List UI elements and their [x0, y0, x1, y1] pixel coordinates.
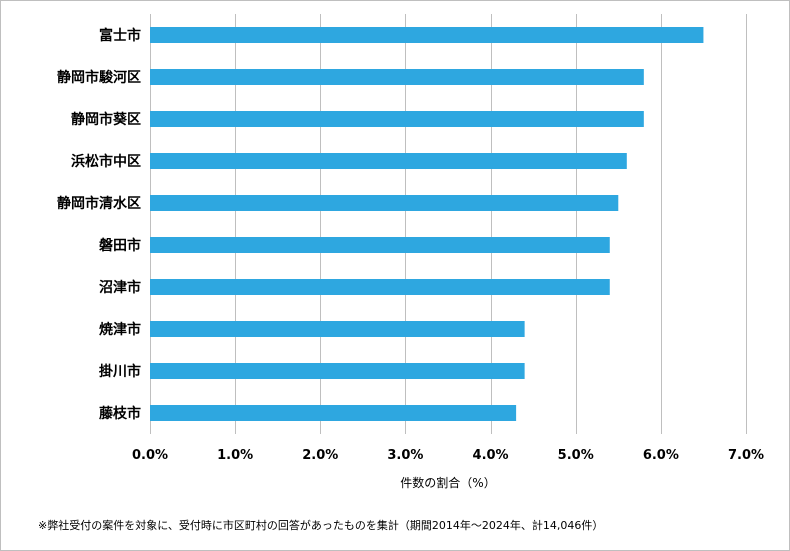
x-axis-title: 件数の割合（%）	[400, 475, 495, 490]
category-label-1: 静岡市駿河区	[57, 69, 141, 86]
bar-6	[150, 279, 610, 295]
x-tick-label-5: 5.0%	[558, 448, 594, 463]
x-tick-label-1: 1.0%	[217, 448, 253, 463]
category-label-3: 浜松市中区	[71, 153, 141, 170]
footnote: ※弊社受付の案件を対象に、受付時に市区町村の回答があったものを集計（期間2014…	[38, 519, 604, 532]
category-label-6: 沼津市	[99, 279, 141, 296]
category-label-2: 静岡市葵区	[71, 111, 141, 128]
bar-8	[150, 363, 525, 379]
bar-2	[150, 111, 644, 127]
category-label-8: 掛川市	[99, 363, 141, 380]
x-tick-label-4: 4.0%	[473, 448, 509, 463]
x-tick-labels: 0.0% 1.0% 2.0% 3.0% 4.0% 5.0% 6.0% 7.0%	[132, 448, 764, 463]
category-label-4: 静岡市清水区	[57, 195, 141, 212]
x-tick-label-2: 2.0%	[302, 448, 338, 463]
bar-0	[150, 27, 704, 43]
category-label-0: 富士市	[99, 27, 141, 44]
bar-5	[150, 237, 610, 253]
bar-7	[150, 321, 525, 337]
category-label-7: 焼津市	[99, 321, 141, 338]
x-tick-label-0: 0.0%	[132, 448, 168, 463]
x-tick-label-3: 3.0%	[387, 448, 423, 463]
bar-9	[150, 405, 517, 421]
category-label-9: 藤枝市	[99, 405, 141, 422]
x-tick-label-6: 6.0%	[643, 448, 679, 463]
bars	[150, 27, 704, 421]
bar-3	[150, 153, 627, 169]
category-label-5: 磐田市	[98, 237, 141, 254]
bar-1	[150, 69, 644, 85]
bar-4	[150, 195, 619, 211]
x-tick-label-7: 7.0%	[728, 448, 764, 463]
